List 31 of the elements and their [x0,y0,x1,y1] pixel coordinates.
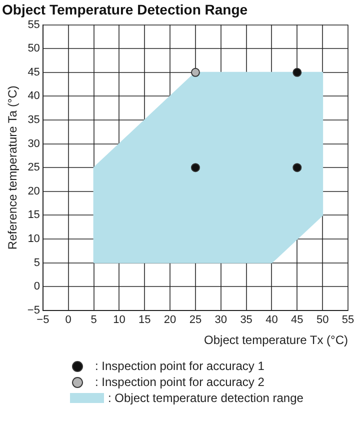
y-tick-label: 50 [28,42,40,55]
y-tick-label: 35 [28,114,40,126]
x-tick-label: 5 [90,314,97,326]
y-tick-label: 5 [34,256,40,269]
x-tick-label: 55 [342,314,354,326]
x-tick-label: 10 [113,314,126,326]
legend-label: : Object temperature detection range [108,391,304,405]
x-tick-label: 50 [316,314,329,326]
x-tick-label: 45 [291,314,304,326]
x-tick-label: 30 [214,314,228,326]
legend-label: : Inspection point for accuracy 2 [95,375,264,389]
y-tick-label: −5 [27,304,40,316]
y-tick-label: 20 [28,185,40,198]
x-tick-label: 25 [189,314,202,326]
y-tick-label: 10 [28,233,40,246]
y-tick-label: 0 [34,280,40,293]
y-axis-title: Reference temperature Ta (°C) [6,86,20,250]
y-tick-label: 45 [28,66,40,78]
y-tick-label: 30 [28,138,40,150]
x-tick-label: 20 [164,314,176,326]
y-tick-label: 15 [28,209,40,222]
x-tick-label: 0 [65,314,72,326]
x-tick-label: 15 [138,314,151,326]
y-tick-label: 25 [28,162,40,174]
y-tick-label: 55 [28,18,40,31]
legend-label: : Inspection point for accuracy 1 [95,359,264,373]
x-tick-label: 40 [266,314,278,326]
x-axis-title: Object temperature Tx (°C) [204,333,348,348]
chart-title: Object Temperature Detection Range [2,1,248,18]
x-tick-label: 35 [240,314,252,326]
y-tick-label: 40 [28,90,40,102]
